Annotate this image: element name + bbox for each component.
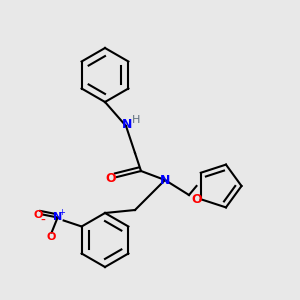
Text: N: N (122, 118, 133, 131)
Text: N: N (53, 212, 62, 223)
Text: +: + (58, 208, 65, 217)
Text: O: O (106, 172, 116, 185)
Text: H: H (132, 115, 141, 125)
Text: N: N (160, 173, 170, 187)
Text: -: - (40, 214, 45, 227)
Text: O: O (47, 232, 56, 242)
Text: O: O (191, 193, 202, 206)
Text: O: O (33, 209, 43, 220)
